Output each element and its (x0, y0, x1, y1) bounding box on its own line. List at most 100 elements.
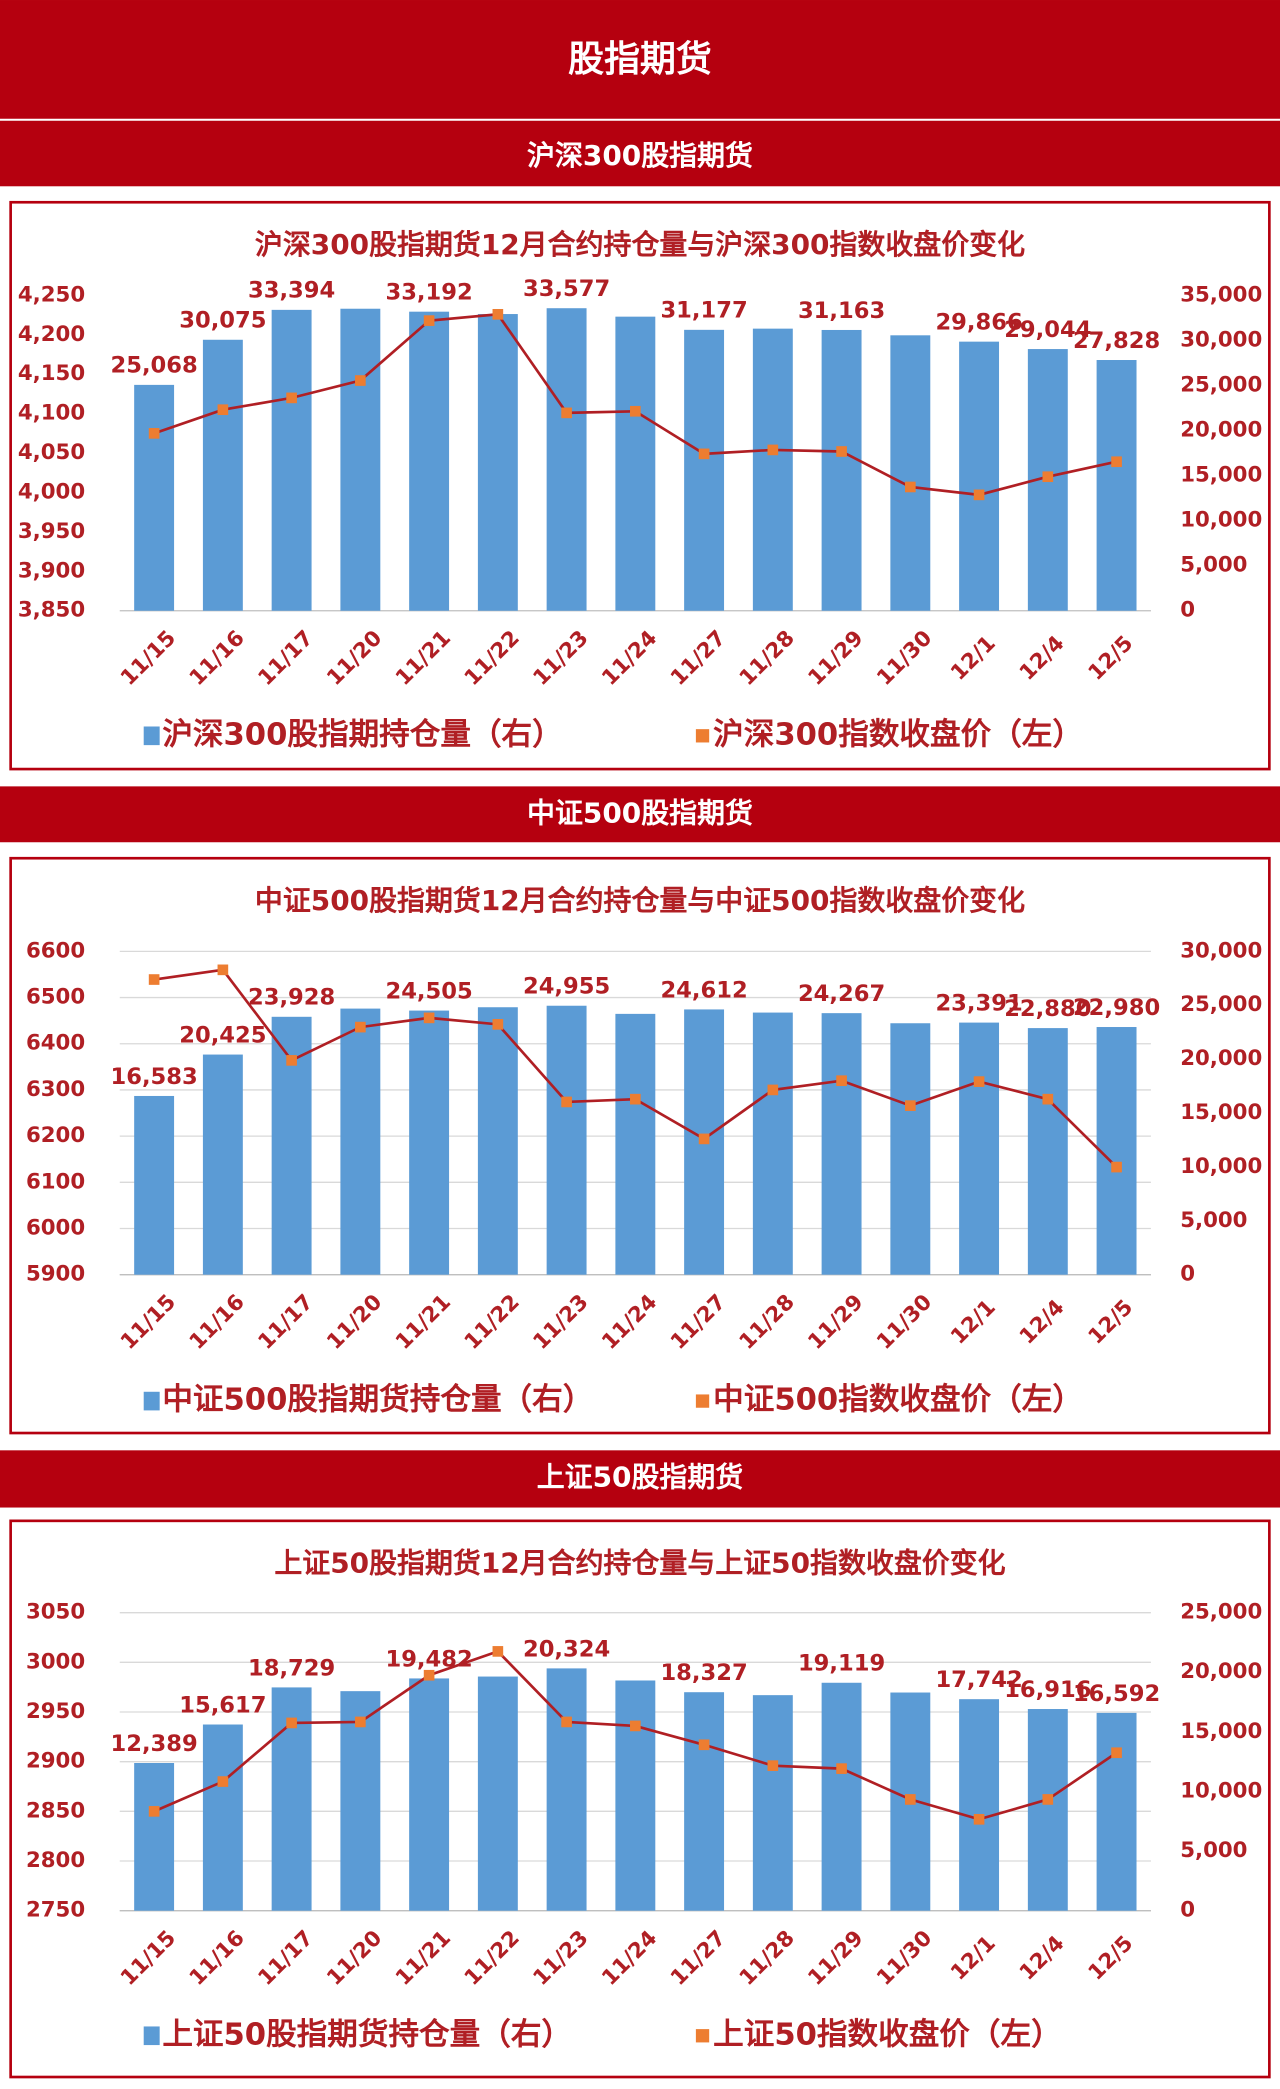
bar (202, 339, 243, 611)
legend-swatch (695, 2029, 710, 2043)
line-marker (355, 1021, 366, 1033)
y-tick-label: 3000 (26, 1649, 85, 1674)
data-label: 33,192 (385, 280, 472, 306)
bar (340, 1008, 381, 1275)
line-marker (973, 1076, 985, 1087)
y2-tick-label: 15,000 (1180, 1719, 1262, 1744)
data-label: 16,916 (1004, 1677, 1091, 1703)
legend-label: 上证50指数收盘价（左） (713, 2016, 1062, 2052)
bar (202, 1054, 243, 1275)
line-marker (148, 1806, 160, 1817)
line-marker (767, 444, 779, 456)
line-marker (1042, 471, 1054, 483)
legend-swatch (695, 1394, 710, 1408)
line-marker (698, 448, 710, 460)
section-title: 中证500股指期货 (527, 796, 753, 829)
y-tick-label: 5900 (26, 1262, 85, 1287)
bar (752, 328, 793, 611)
data-label: 18,729 (248, 1655, 335, 1681)
bar (409, 311, 450, 611)
chart-title: 沪深300股指期货12月合约持仓量与沪深300指数收盘价变化 (255, 228, 1025, 261)
data-label: 17,742 (935, 1667, 1022, 1693)
data-label: 25,068 (110, 353, 197, 379)
section-title: 上证50股指期货 (537, 1460, 744, 1493)
y2-tick-label: 15,000 (1180, 463, 1262, 488)
bar (752, 1012, 793, 1275)
y2-tick-label: 25,000 (1180, 992, 1262, 1017)
bar (134, 384, 175, 611)
line-marker (698, 1133, 710, 1145)
bar (477, 314, 518, 611)
legend-label: 中证500股指期货持仓量（右） (162, 1382, 593, 1418)
data-label: 33,577 (523, 276, 610, 302)
y-tick-label: 6600 (26, 938, 85, 963)
y-tick-label: 2750 (26, 1898, 85, 1923)
bar (890, 335, 931, 611)
line-marker (836, 446, 847, 457)
line-marker (698, 1739, 710, 1751)
data-label: 12,389 (110, 1731, 197, 1757)
section-band (0, 786, 1280, 843)
legend-swatch (143, 1391, 160, 1411)
data-label: 33,394 (248, 278, 335, 304)
line-marker (423, 1012, 435, 1024)
y-tick-label: 6000 (26, 1215, 85, 1240)
line-marker (148, 428, 160, 439)
y-tick-label: 4,200 (18, 322, 85, 347)
legend-swatch (695, 729, 710, 743)
page-title: 股指期货 (568, 39, 712, 80)
legend-swatch (143, 2026, 160, 2046)
section-title: 沪深300股指期货 (527, 139, 753, 172)
y2-tick-label: 20,000 (1180, 418, 1262, 443)
y2-tick-label: 20,000 (1180, 1046, 1262, 1071)
y-tick-label: 4,150 (18, 361, 85, 386)
line-marker (836, 1075, 847, 1087)
line-marker (973, 489, 985, 501)
line-marker (836, 1763, 847, 1774)
y-tick-label: 4,250 (18, 282, 85, 307)
bar (615, 1013, 656, 1275)
line-marker (286, 392, 297, 404)
y-tick-label: 4,100 (18, 401, 85, 426)
line-marker (905, 1794, 916, 1805)
line-marker (973, 1813, 985, 1825)
bar (615, 1680, 656, 1911)
data-label: 31,177 (660, 298, 747, 324)
bar (546, 1668, 587, 1911)
section-band (0, 1450, 1280, 1508)
line-marker (148, 974, 160, 985)
y-tick-label: 6300 (26, 1077, 85, 1102)
line-marker (630, 405, 641, 417)
y-tick-label: 2800 (26, 1848, 85, 1873)
y2-tick-label: 20,000 (1180, 1659, 1262, 1684)
bar (615, 316, 656, 611)
bar (821, 329, 862, 611)
bar (340, 1691, 381, 1911)
bar (477, 1007, 518, 1275)
bar (752, 1695, 793, 1911)
legend-label: 中证500指数收盘价（左） (713, 1382, 1083, 1418)
data-label: 19,482 (385, 1646, 472, 1672)
line-marker (423, 315, 435, 326)
y2-tick-label: 30,000 (1180, 327, 1262, 352)
y-tick-label: 4,000 (18, 479, 85, 504)
y2-tick-label: 10,000 (1180, 1778, 1262, 1803)
data-label: 15,617 (179, 1692, 266, 1718)
legend-label: 沪深300股指期持仓量（右） (162, 717, 562, 752)
line-marker (561, 1716, 572, 1728)
bar (821, 1682, 862, 1911)
line-marker (630, 1720, 641, 1732)
bar (134, 1762, 175, 1911)
bar (546, 1005, 587, 1275)
line-marker (217, 964, 229, 976)
line-marker (767, 1084, 779, 1096)
bar (202, 1724, 243, 1911)
bar (271, 309, 312, 611)
line-marker (630, 1093, 641, 1105)
chart-title: 中证500股指期货12月合约持仓量与中证500指数收盘价变化 (255, 884, 1025, 917)
y2-tick-label: 5,000 (1180, 1838, 1247, 1863)
y2-tick-label: 35,000 (1180, 282, 1262, 307)
y-tick-label: 3,900 (18, 558, 85, 583)
y2-tick-label: 5,000 (1180, 1208, 1247, 1233)
